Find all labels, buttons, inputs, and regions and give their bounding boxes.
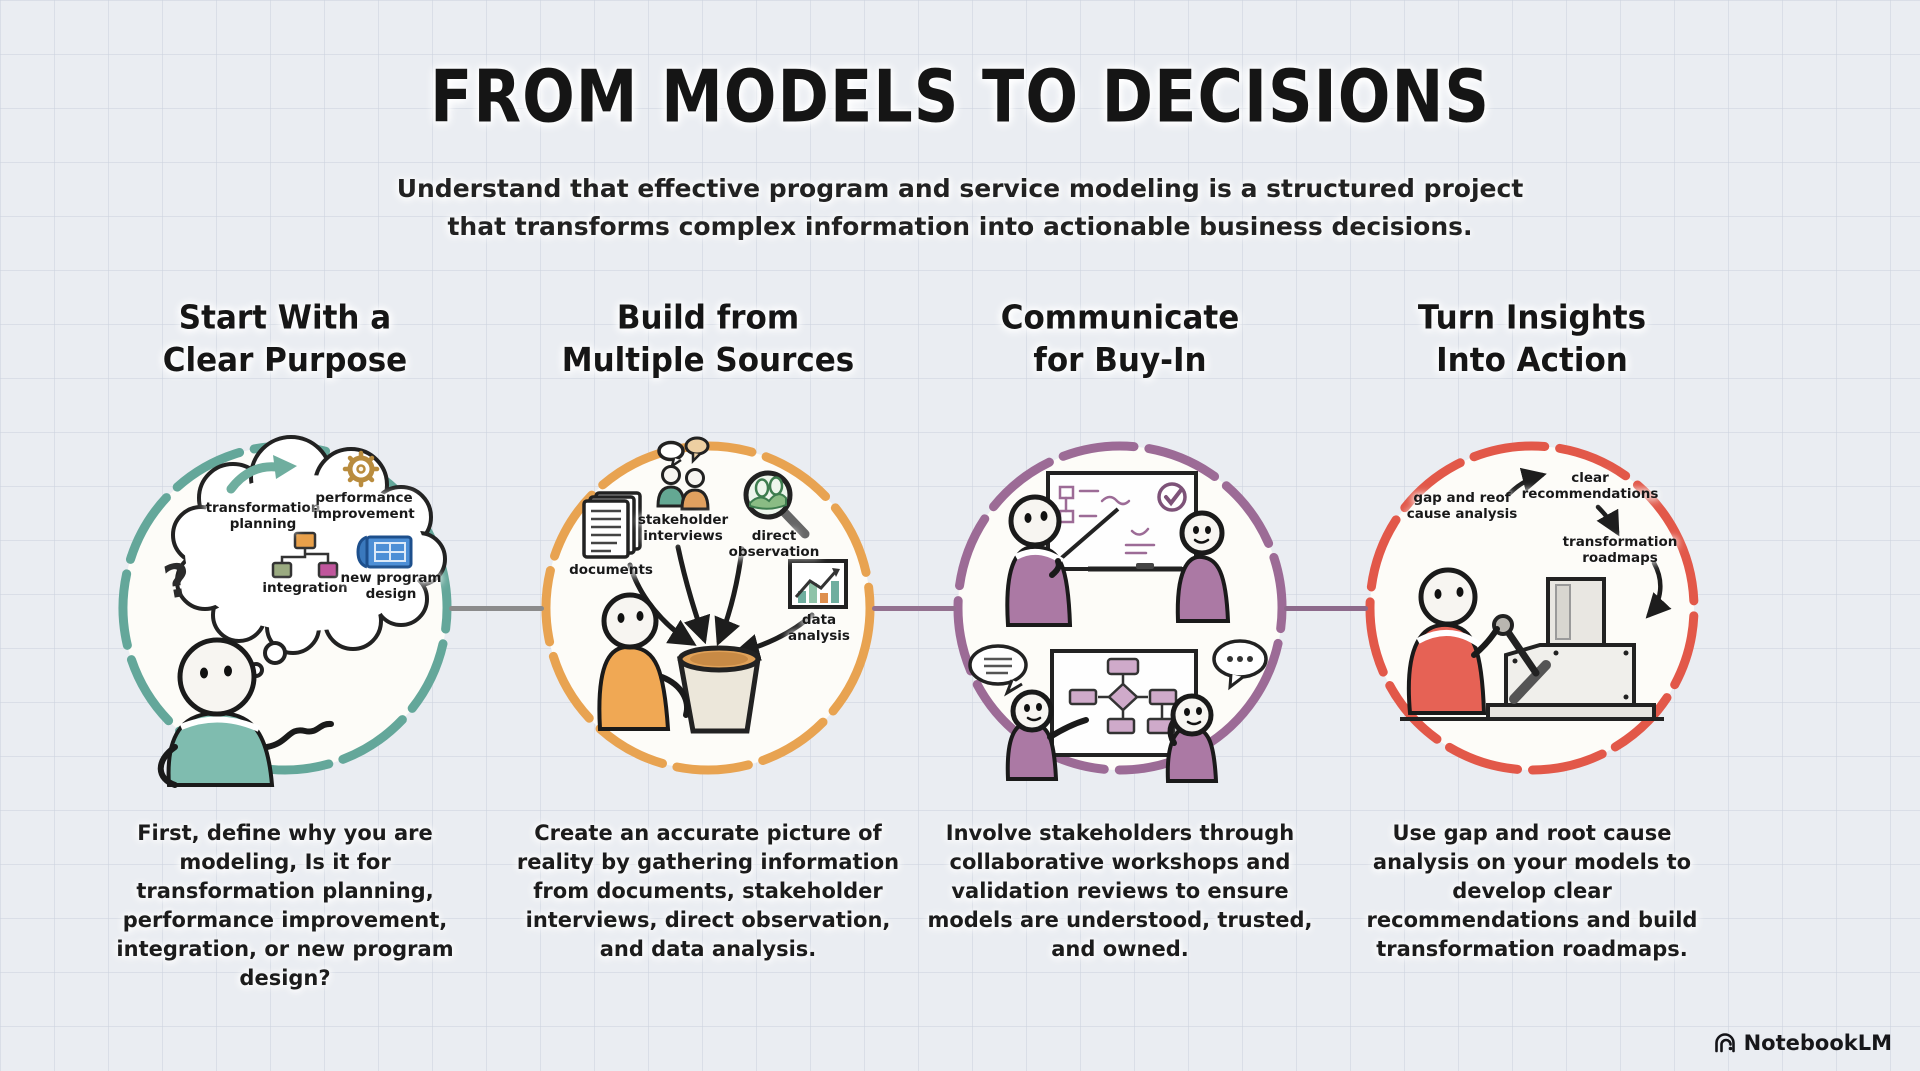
bubble-label-transformation-planning: transformation planning [205,500,321,532]
lever-person-figure [1406,567,1500,716]
source-label-data-analysis: data analysis [788,612,850,644]
watermark-label: NotebookLM [1743,1031,1892,1055]
bucket-icon [677,645,761,734]
gathering-person-figure [597,592,671,732]
flow-label-clear-recommendations: clear recommendations [1521,470,1659,502]
gear-icon [342,451,380,488]
speech-bubble-dots-icon [1212,639,1268,691]
speech-bubble-lines-icon [968,644,1028,697]
listener-figure [1175,510,1231,624]
step-description: Use gap and root cause analysis on your … [1366,821,1698,962]
step-start-with-clear-purpose: Start With a Clear Purpose [70,298,500,993]
flow-arrows [1507,468,1672,619]
source-label-documents: documents [569,562,653,579]
page-title: FROM MODELS TO DECISIONS [430,54,1490,139]
direct-observation-magnifier-icon [743,470,810,539]
flow-label-transformation-roadmaps: transformation roadmaps [1562,534,1678,566]
workshop-figure-right [1165,693,1219,784]
communicate-illustration [940,413,1300,793]
flow-label-gap-root-cause-analysis: gap and reof cause analysis [1406,490,1518,522]
stakeholder-interviews-icon [656,436,710,511]
thought-bubble-dot [263,641,287,666]
bubble-label-integration: integration [262,580,348,597]
action-circle-drawing [1365,441,1699,775]
thought-cloud-icon [171,435,447,656]
watermark: NotebookLM [1713,1031,1892,1055]
step-heading: Communicate for Buy-In [1000,298,1240,379]
documents-icon [582,491,642,560]
thinking-person-figure [157,637,334,789]
data-analysis-chart-icon [788,559,848,610]
source-label-direct-observation: direct observation [728,528,820,560]
step-description: First, define why you are modeling, Is i… [116,821,454,991]
bubble-label-performance-improvement: performance improvement [313,490,415,522]
step-turn-insights-into-action: Turn Insights Into Action [1317,298,1747,964]
source-label-stakeholder-interviews: stakeholder interviews [637,512,729,544]
presenter-figure [1005,494,1120,628]
step-build-from-multiple-sources: Build from Multiple Sources [493,298,923,964]
purpose-illustration: ? transformation planning performance im… [105,413,465,793]
step-heading: Build from Multiple Sources [561,298,855,379]
sources-circle-drawing [541,436,875,775]
communicate-circle-drawing [953,441,1287,784]
connector-line-2 [872,606,956,611]
connector-line-3 [1284,606,1368,611]
bubble-label-new-program-design: new program design [340,570,442,602]
page-subtitle: Understand that effective program and se… [396,174,1524,241]
step-communicate-for-buy-in: Communicate for Buy-In [905,298,1335,964]
step-heading: Start With a Clear Purpose [162,298,408,379]
notebooklm-logo-icon [1714,1033,1735,1053]
workshop-figure-left [1005,689,1089,782]
whiteboard-presentation [1046,471,1198,572]
step-description: Involve stakeholders through collaborati… [927,821,1313,962]
connector-line-1 [449,606,544,611]
blueprint-icon [356,535,413,569]
purpose-circle-drawing: ? [118,435,452,789]
integration-flow-icon [271,532,339,579]
step-heading: Turn Insights Into Action [1417,298,1647,379]
transformation-arrow-icon [226,455,297,494]
sources-illustration: documents stakeholder interviews direct … [528,413,888,793]
lever-machine-icon [1400,577,1664,722]
action-illustration: gap and reof cause analysis clear recomm… [1352,413,1712,793]
reaching-arm [659,674,690,719]
step-description: Create an accurate picture of reality by… [516,821,900,962]
